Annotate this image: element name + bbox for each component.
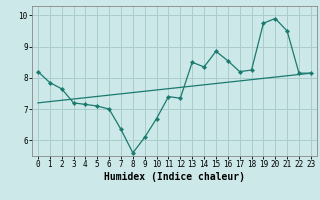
X-axis label: Humidex (Indice chaleur): Humidex (Indice chaleur) (104, 172, 245, 182)
